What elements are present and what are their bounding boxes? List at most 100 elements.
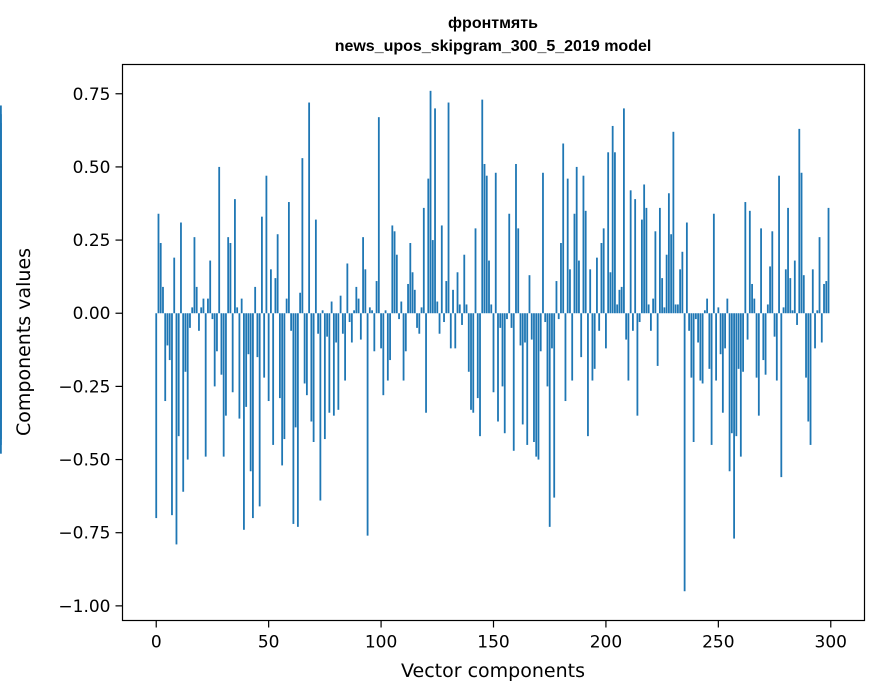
bar — [665, 254, 668, 314]
bar — [605, 313, 607, 349]
bar — [155, 313, 158, 519]
bar — [762, 313, 765, 361]
bar — [611, 125, 614, 314]
chart-subtitle: news_upos_skipgram_300_5_2019 model — [335, 38, 652, 55]
bar — [553, 313, 556, 498]
bar — [546, 313, 549, 387]
bar — [751, 283, 753, 314]
bar — [416, 313, 418, 328]
bar — [753, 298, 756, 314]
bar — [389, 313, 391, 361]
bar — [503, 313, 506, 434]
bar — [598, 313, 601, 331]
bar — [252, 313, 254, 519]
bar — [479, 313, 481, 437]
bar — [184, 313, 187, 372]
bar — [587, 313, 589, 437]
bar — [679, 269, 682, 314]
bar — [811, 269, 814, 314]
bar — [706, 298, 709, 314]
bar — [198, 313, 200, 331]
bar — [755, 313, 758, 378]
bar — [816, 310, 819, 314]
bar — [667, 193, 670, 314]
bar — [186, 313, 189, 460]
bar — [591, 313, 594, 381]
bar — [782, 307, 785, 314]
bar — [508, 213, 511, 314]
bar — [746, 313, 749, 340]
bar — [317, 313, 320, 334]
y-axis-label: Components values — [13, 248, 35, 436]
bar — [400, 301, 403, 314]
bar — [382, 313, 385, 396]
bar — [533, 313, 535, 442]
bar — [314, 219, 317, 314]
bar — [445, 281, 448, 314]
bar — [827, 207, 830, 314]
bar — [177, 313, 180, 437]
bar — [805, 313, 807, 378]
bar — [341, 313, 344, 334]
bar — [229, 243, 232, 314]
bar — [771, 231, 774, 314]
bar — [632, 313, 634, 331]
bar — [483, 163, 486, 314]
bar — [263, 313, 266, 378]
bar — [719, 313, 722, 355]
bar — [701, 313, 704, 384]
bar — [760, 228, 762, 314]
bar — [402, 313, 405, 381]
bar — [647, 304, 650, 314]
bar — [225, 313, 227, 416]
bar — [429, 90, 432, 314]
bar — [562, 143, 565, 314]
bar — [395, 254, 398, 314]
bar — [825, 281, 828, 314]
bar — [515, 163, 517, 314]
bar — [670, 234, 673, 314]
bar — [364, 269, 367, 314]
bar — [512, 313, 515, 451]
bar — [494, 172, 497, 314]
bar — [209, 260, 212, 314]
bar — [368, 307, 371, 314]
bar — [476, 313, 479, 399]
bar — [292, 313, 295, 524]
bar — [820, 313, 823, 343]
bar — [649, 313, 652, 331]
bar — [557, 313, 560, 320]
bar — [690, 313, 693, 378]
bar — [290, 313, 293, 331]
bar — [643, 184, 646, 314]
bar — [380, 313, 382, 349]
bar — [488, 260, 490, 314]
bar — [431, 240, 434, 314]
bar — [544, 313, 547, 323]
bar — [449, 313, 452, 349]
bar — [204, 313, 207, 457]
bar — [703, 310, 706, 314]
bar — [231, 313, 234, 393]
bar — [490, 304, 493, 314]
bar — [618, 289, 621, 314]
bar — [730, 313, 733, 434]
bar — [724, 313, 726, 349]
bar — [692, 313, 695, 442]
bar — [425, 313, 427, 413]
bar — [501, 313, 504, 387]
bar — [326, 313, 329, 337]
bar — [564, 313, 567, 402]
bar — [609, 272, 612, 314]
bar — [474, 228, 477, 314]
bar — [823, 283, 825, 314]
bar — [551, 313, 553, 349]
bar — [636, 313, 639, 416]
bar — [328, 313, 331, 413]
bar — [173, 257, 176, 314]
x-tick-label: 100 — [365, 633, 397, 653]
x-tick-label: 200 — [590, 633, 622, 653]
bar — [625, 313, 628, 340]
bar — [166, 313, 169, 346]
bar — [357, 298, 360, 314]
